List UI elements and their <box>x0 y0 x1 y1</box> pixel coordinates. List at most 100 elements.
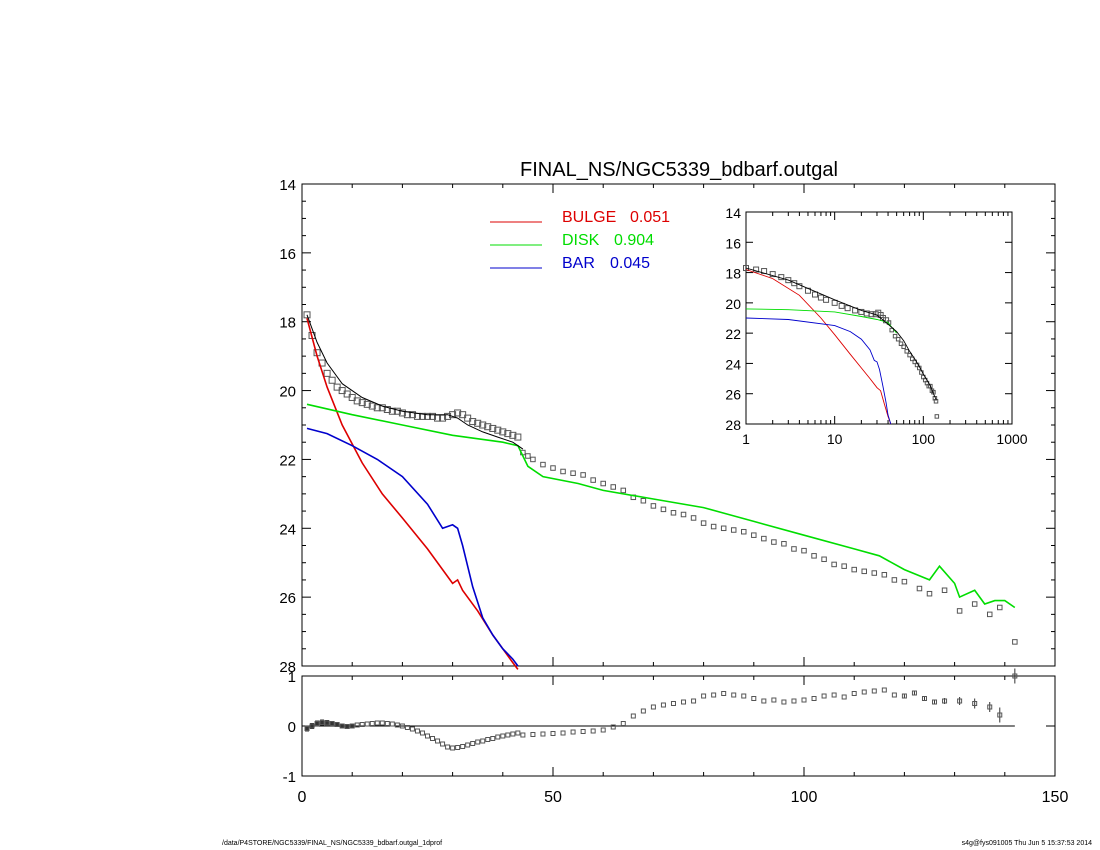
residual-data-point <box>957 698 963 704</box>
profile-data-point <box>580 472 586 478</box>
residual-data-point <box>741 693 747 699</box>
residual-data-point <box>530 732 536 737</box>
inset-series-bar-line <box>745 317 892 425</box>
profile-data-point <box>831 561 837 568</box>
residual-data-point <box>630 713 636 719</box>
residual-data-point <box>901 693 907 699</box>
profile-data-point <box>901 578 908 585</box>
inset-y-tick-label: 16 <box>725 235 741 251</box>
residual-data-point <box>475 739 481 745</box>
residual-data-point <box>455 745 461 750</box>
profile-data-point <box>530 456 536 463</box>
residual-data-point <box>404 725 410 730</box>
residual-data-point <box>379 720 385 726</box>
profile-data-point <box>509 431 517 439</box>
residual-data-point <box>435 738 441 744</box>
inset-data-point <box>898 341 904 346</box>
inset-x-tick-label: 1 <box>742 431 750 447</box>
residual-data-point <box>505 732 511 738</box>
profile-data-point <box>429 412 437 420</box>
profile-data-point <box>620 487 627 494</box>
residual-data-point <box>409 726 415 732</box>
profile-data-point <box>550 465 556 471</box>
inset-frame <box>745 211 1013 425</box>
residual-data-point <box>861 689 867 695</box>
residual-data-point <box>781 699 787 705</box>
profile-data-point <box>570 470 576 476</box>
residual-data-point <box>389 721 395 727</box>
residual-data-point <box>329 721 335 726</box>
residual-data-point <box>1012 673 1018 679</box>
inset-data-point <box>934 414 940 419</box>
y-tick-label: 14 <box>279 177 296 194</box>
inset-data-point <box>844 305 851 312</box>
residual-data-point <box>445 744 451 750</box>
residual-data-point <box>831 692 837 698</box>
residual-data-point <box>972 701 978 706</box>
inset-log-profile-plot: 14 16 18 20 22 24 26 281 10 100 1000 <box>725 205 1027 447</box>
profile-data-point <box>454 409 462 417</box>
profile-data-point <box>670 510 677 516</box>
profile-data-point <box>474 419 482 427</box>
residual-data-point <box>987 704 993 710</box>
model-total-line <box>306 314 524 450</box>
residual-y-tick-label: 0 <box>288 719 296 736</box>
profile-data-point <box>328 376 336 384</box>
residual-data-point <box>771 697 777 703</box>
x-tick-label: 0 <box>298 789 307 806</box>
legend-label-bulge: BULGE <box>562 209 616 226</box>
legend-value-bar: 0.045 <box>610 255 650 272</box>
y-tick-label: 24 <box>279 521 296 538</box>
inset-data-point <box>904 349 909 354</box>
inset-data-point <box>928 383 933 389</box>
inset-x-tick-label: 1000 <box>996 431 1027 447</box>
profile-data-point <box>730 527 737 533</box>
inset-model-total-line <box>745 267 937 400</box>
profile-data-point <box>373 404 381 412</box>
residual-data-point <box>369 721 375 726</box>
residual-data-point <box>324 720 330 726</box>
residual-data-point <box>932 699 938 705</box>
residual-data-point <box>911 690 917 696</box>
profile-data-point <box>881 572 888 578</box>
profile-data-point <box>916 585 923 592</box>
residual-data-point <box>495 734 501 740</box>
profile-data-point <box>494 426 502 434</box>
legend-label-bar: BAR <box>562 255 595 272</box>
inset-data-point <box>823 296 830 303</box>
series-bar-line <box>306 427 519 667</box>
residual-data-point <box>304 726 310 731</box>
residual-data-point <box>640 708 646 714</box>
profile-data-point <box>971 601 978 607</box>
residual-data-point <box>791 698 797 704</box>
profile-data-point <box>841 563 847 569</box>
residual-data-point <box>921 696 927 701</box>
residual-data-point <box>510 731 516 737</box>
profile-data-point <box>323 369 331 377</box>
inset-y-tick-label: 26 <box>725 387 741 403</box>
residual-data-point <box>721 691 727 696</box>
residual-data-point <box>650 704 656 710</box>
inset-data-point <box>753 266 760 273</box>
residual-data-point <box>600 727 606 733</box>
profile-data-point <box>368 402 376 410</box>
residual-data-point <box>711 692 717 698</box>
profile-data-point <box>941 587 948 594</box>
residual-data-point <box>364 721 370 727</box>
inset-data-point <box>892 333 898 339</box>
residual-y-tick-label: 1 <box>288 669 296 686</box>
profile-data-point <box>871 570 878 576</box>
y-tick-label: 22 <box>279 452 296 469</box>
profile-data-point <box>398 409 406 417</box>
profile-data-point <box>484 423 492 431</box>
residual-data-point <box>610 724 616 730</box>
residual-data-point <box>430 736 436 741</box>
y-tick-label: 28 <box>279 659 296 676</box>
profile-data-point <box>997 604 1003 611</box>
residual-data-point <box>344 724 350 729</box>
profile-data-point <box>479 421 487 429</box>
inset-data-point <box>895 336 901 342</box>
profile-data-point <box>956 608 963 614</box>
x-tick-label: 100 <box>791 789 818 806</box>
